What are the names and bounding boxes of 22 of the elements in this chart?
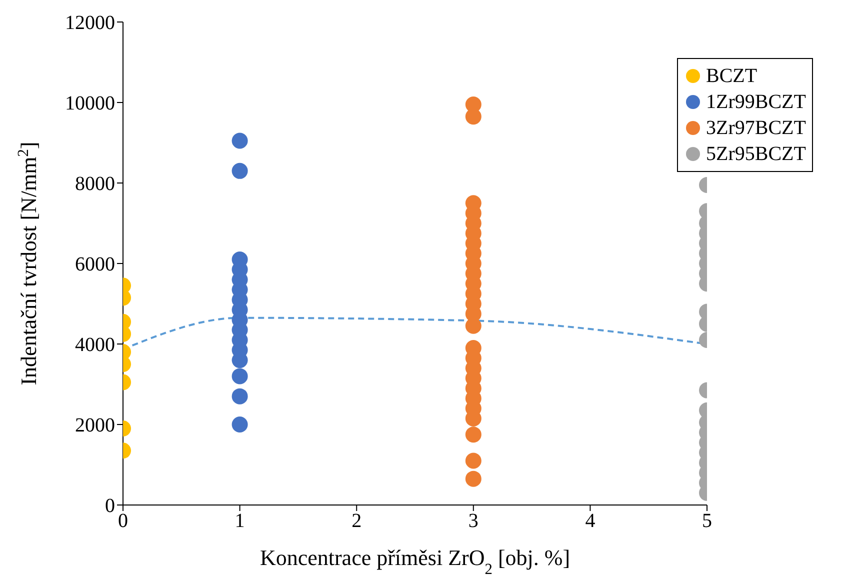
x-tick-label: 2: [352, 510, 362, 532]
x-axis-title: Koncentrace příměsi ZrO$_{2}$ [obj. %]: [260, 545, 570, 578]
legend-label: 1Zr99BCZT: [706, 90, 806, 115]
y-tick-label: 2000: [75, 414, 115, 437]
y-tick-label: 6000: [75, 254, 115, 276]
legend-label: BCZT: [706, 64, 758, 89]
point: [465, 108, 482, 125]
x-tick-label: 1: [234, 510, 245, 532]
point: [465, 452, 482, 469]
legend-label: 3Zr97BCZT: [706, 116, 806, 141]
y-tick-label: 4000: [75, 334, 115, 356]
x-tick-label: 4: [585, 510, 596, 532]
y-tick-label: 0: [105, 495, 115, 518]
point: [465, 426, 482, 443]
y-tick-label: 8000: [75, 173, 115, 196]
point: [465, 470, 482, 487]
x-tick-label: 3: [468, 510, 478, 532]
y-tick-label: 10000: [65, 92, 115, 115]
x-tick-label: 5: [702, 510, 712, 532]
legend-label: 5Zr95BCZT: [706, 142, 806, 167]
point: [465, 318, 482, 334]
y-tick-label: 12000: [65, 12, 115, 34]
